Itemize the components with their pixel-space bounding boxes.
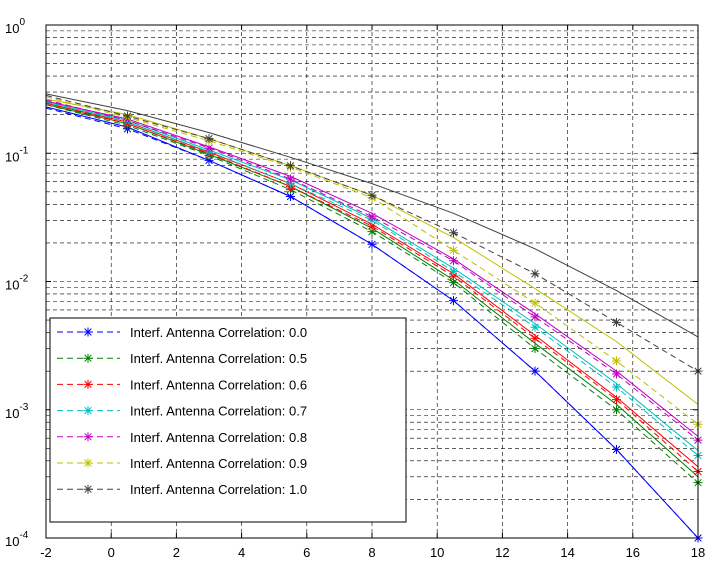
y-tick-base: 10	[5, 278, 19, 293]
x-tick-label: 0	[108, 545, 115, 560]
series-point	[530, 366, 540, 376]
series-point	[286, 179, 295, 189]
y-tick-base: 10	[5, 149, 19, 164]
series-point	[449, 266, 458, 276]
legend-item: Interf. Antenna Correlation: 0.8	[57, 430, 307, 445]
series-dashed-line	[45, 99, 699, 441]
y-tick-exponent: -2	[19, 274, 28, 285]
series-point	[612, 382, 621, 392]
x-tick-label: 4	[238, 545, 245, 560]
x-tick-label: -2	[40, 545, 52, 560]
series-point	[612, 444, 621, 454]
series-point	[286, 192, 295, 202]
legend-label: Interf. Antenna Correlation: 0.8	[130, 430, 307, 445]
y-tick-label: 10-1	[5, 145, 29, 164]
series-dashed-line	[45, 102, 699, 472]
series-point	[530, 312, 540, 322]
y-tick-label: 10-3	[5, 402, 29, 421]
y-tick-label: 10-4	[5, 530, 29, 549]
x-tick-label: 2	[173, 545, 180, 560]
x-tick-label: 16	[626, 545, 640, 560]
legend-item: Interf. Antenna Correlation: 0.7	[57, 404, 307, 419]
legend-item: Interf. Antenna Correlation: 1.0	[57, 482, 307, 497]
series-point	[449, 296, 458, 306]
series-point	[612, 356, 621, 366]
series-point	[286, 174, 295, 184]
series-point	[204, 143, 214, 153]
series-0	[45, 106, 703, 543]
legend-box	[49, 317, 407, 523]
x-tick-label: 18	[691, 545, 705, 560]
y-tick-label: 10-2	[5, 274, 29, 293]
series-point	[530, 333, 540, 343]
legend-label: Interf. Antenna Correlation: 0.6	[130, 377, 307, 392]
x-tick-label: 10	[430, 545, 444, 560]
series-point	[367, 221, 377, 231]
series-point	[367, 212, 377, 222]
legend-marker	[83, 458, 93, 468]
y-tick-exponent: -1	[19, 145, 28, 156]
legend-marker	[83, 484, 93, 494]
series-point	[530, 344, 540, 354]
legend-item: Interf. Antenna Correlation: 0.9	[57, 456, 307, 471]
series-point	[449, 245, 458, 255]
series-point	[530, 269, 540, 279]
series-point	[449, 278, 458, 288]
series-point	[367, 239, 377, 249]
legend-item: Interf. Antenna Correlation: 0.6	[57, 377, 307, 392]
legend-label: Interf. Antenna Correlation: 0.9	[130, 456, 307, 471]
legend-item: Interf. Antenna Correlation: 0.0	[57, 325, 307, 340]
series-point	[367, 227, 377, 237]
series-point	[204, 155, 214, 165]
legend-marker	[83, 379, 93, 389]
legend-label: Interf. Antenna Correlation: 0.0	[130, 325, 307, 340]
series-dashed-line	[45, 100, 699, 456]
series-layer	[45, 93, 703, 543]
series-solid-line	[45, 93, 699, 338]
series-point	[286, 161, 295, 171]
y-tick-exponent: -3	[19, 402, 28, 413]
x-tick-label: 12	[495, 545, 509, 560]
legend-marker	[83, 432, 93, 442]
x-tick-label: 8	[368, 545, 375, 560]
legend-label: Interf. Antenna Correlation: 0.5	[130, 351, 307, 366]
y-tick-exponent: -4	[19, 530, 28, 541]
legend-label: Interf. Antenna Correlation: 0.7	[130, 404, 307, 419]
legend-marker	[83, 327, 93, 337]
series-point	[204, 134, 214, 144]
series-point	[449, 256, 458, 266]
series-point	[612, 405, 621, 415]
y-tick-base: 10	[5, 534, 19, 549]
series-point	[612, 369, 621, 379]
series-point	[612, 395, 621, 405]
legend-item: Interf. Antenna Correlation: 0.5	[57, 351, 307, 366]
x-tick-label: 14	[560, 545, 574, 560]
series-point	[449, 228, 458, 238]
y-tick-base: 10	[5, 21, 19, 36]
y-tick-label: 100	[5, 17, 25, 36]
series-point	[123, 111, 132, 121]
legend-label: Interf. Antenna Correlation: 1.0	[130, 482, 307, 497]
y-tick-base: 10	[5, 406, 19, 421]
series-point	[530, 322, 540, 332]
series-point	[367, 190, 377, 200]
series-point	[530, 298, 540, 308]
y-tick-exponent: 0	[19, 17, 25, 28]
legend-marker	[83, 406, 93, 416]
legend: Interf. Antenna Correlation: 0.0 Interf. …	[49, 317, 407, 523]
series-point	[449, 271, 458, 281]
x-tick-label: 6	[303, 545, 310, 560]
series-point	[612, 317, 621, 327]
legend-marker	[83, 353, 93, 363]
